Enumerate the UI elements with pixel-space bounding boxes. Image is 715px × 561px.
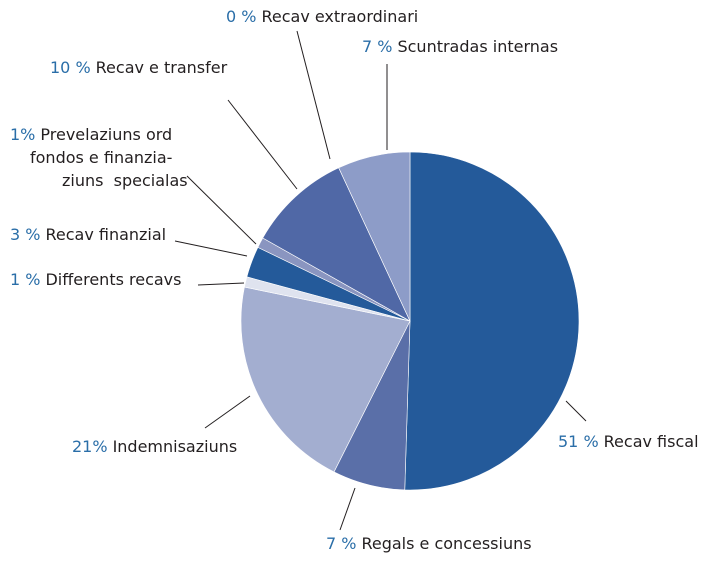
label-line: Recav finanzial [45, 225, 166, 244]
value-label: 10 % [50, 58, 91, 77]
label-line: Differents recavs [45, 270, 181, 289]
slice-label: 10 % Recav e transfer [50, 58, 228, 77]
value-label: 3 % [10, 225, 40, 244]
value-label: 51 % [558, 432, 599, 451]
label-line: Indemnisaziuns [113, 437, 238, 456]
pie-slice [338, 151, 411, 322]
category-label: Scuntradas internas [397, 37, 558, 56]
value-label: 1% [10, 125, 35, 144]
label-line: fondos e finanzia- [30, 148, 172, 167]
category-label: Indemnisaziuns [113, 437, 238, 456]
category-label: Recav extraordinari [261, 7, 418, 26]
category-label: Recav finanzial [45, 225, 166, 244]
category-label: Recav e transfer [96, 58, 228, 77]
label-line: Regals e concessiuns [361, 534, 531, 553]
leader-line [296, 30, 331, 160]
label-line: Recav e transfer [96, 58, 228, 77]
slice-label: 51 % Recav fiscal [558, 432, 699, 451]
leader-line [186, 175, 257, 245]
slice-label: 0 % Recav extraordinari [226, 7, 418, 26]
leader-line [339, 487, 356, 531]
value-label: 21% [72, 437, 108, 456]
slice-label: 7 % Regals e concessiuns [326, 534, 532, 553]
leader-line [174, 240, 248, 257]
slice-label: 1% Prevelaziuns ord fondos e finanzia-ziun… [10, 125, 188, 190]
label-line: Recav extraordinari [261, 7, 418, 26]
pie-slice [404, 151, 580, 491]
label-line: Scuntradas internas [397, 37, 558, 56]
slice-label: 7 % Scuntradas internas [362, 37, 558, 56]
category-label: Recav fiscal [604, 432, 699, 451]
leader-line [565, 400, 587, 422]
value-label: 1 % [10, 270, 40, 289]
leader-line [197, 282, 245, 286]
category-label: Regals e concessiuns [361, 534, 531, 553]
slice-label: 21% Indemnisaziuns [72, 437, 237, 456]
label-line: Recav fiscal [604, 432, 699, 451]
label-line: Prevelaziuns ord [40, 125, 172, 144]
leader-line [227, 99, 298, 190]
label-line: ziuns specialas [62, 171, 188, 190]
pie-slice [240, 286, 411, 473]
value-label: 7 % [326, 534, 356, 553]
slice-label: 1 % Differents recavs [10, 270, 181, 289]
value-label: 7 % [362, 37, 392, 56]
pie-slice [262, 167, 411, 322]
category-label: Differents recavs [45, 270, 181, 289]
leader-line [204, 395, 251, 429]
value-label: 0 % [226, 7, 256, 26]
slice-label: 3 % Recav finanzial [10, 225, 166, 244]
category-label: Prevelaziuns ord fondos e finanzia-ziuns … [30, 125, 188, 190]
